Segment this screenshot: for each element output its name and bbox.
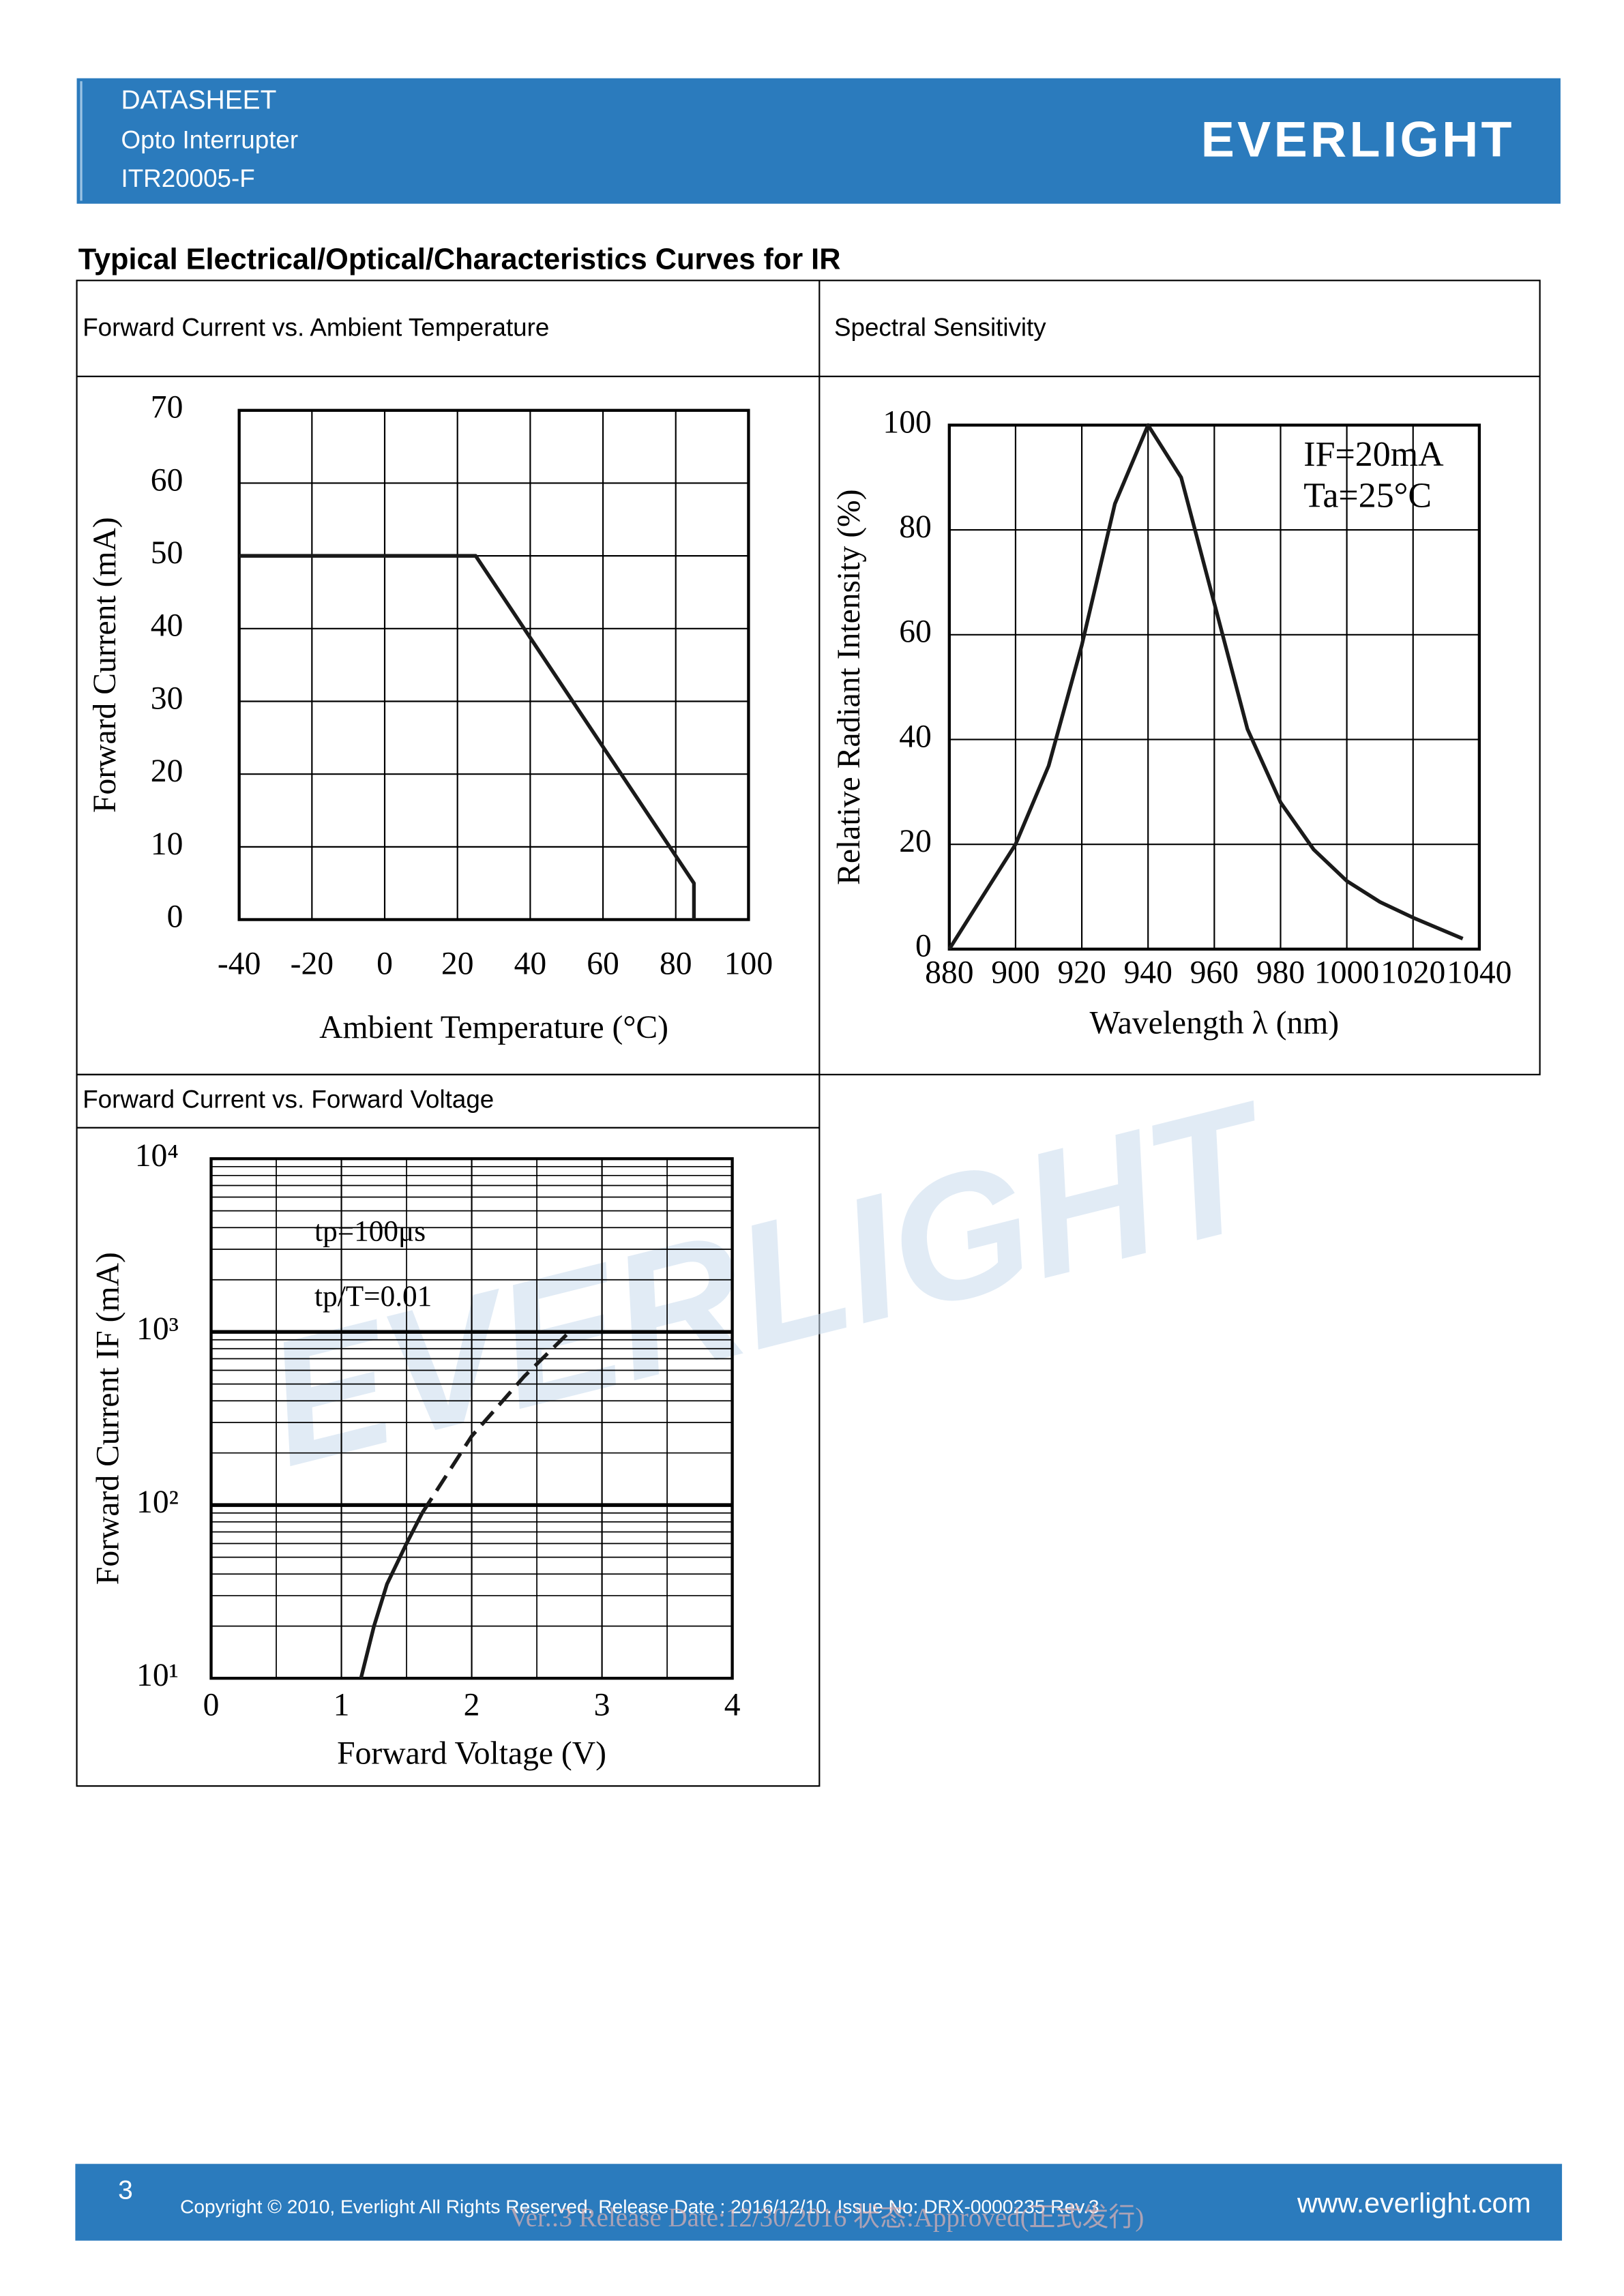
y-axis-label: Relative Radiant Intensity (%) — [831, 489, 867, 884]
x-axis-label: Forward Voltage (V) — [337, 1736, 606, 1772]
header-bar — [76, 78, 1561, 204]
x-tick-label: 0 — [203, 1687, 220, 1723]
y-tick-label: 40 — [151, 608, 183, 644]
x-tick-label: 3 — [594, 1687, 610, 1723]
x-tick-label: 80 — [660, 946, 692, 982]
x-tick-label: 1020 — [1381, 955, 1445, 991]
table-grid — [76, 280, 1541, 1787]
x-tick-label: 100 — [724, 946, 773, 982]
release-stamp: Ver.:3 Release Date:12/30/2016 状态:Approv… — [510, 2203, 1144, 2232]
y-axis-label: Forward Current (mA) — [87, 517, 123, 813]
x-tick-label: 880 — [925, 955, 973, 991]
plot-frame — [947, 423, 1481, 951]
x-tick-label: 1040 — [1447, 955, 1511, 991]
annotation: Ta=25°C — [1303, 477, 1432, 516]
y-tick-label: 10 — [151, 826, 183, 862]
x-tick-label: 20 — [441, 946, 474, 982]
data-line — [420, 1330, 571, 1515]
y-axis-label: Forward Current IF (mA) — [90, 1252, 126, 1585]
annotation: tp=100μs — [314, 1215, 426, 1248]
x-tick-label: 960 — [1190, 955, 1239, 991]
y-tick-label: 40 — [899, 719, 932, 754]
header-subtitle: Opto Interrupter — [121, 126, 298, 154]
y-tick-label: 60 — [899, 614, 932, 650]
y-tick-label: 30 — [151, 681, 183, 716]
annotation: tp/T=0.01 — [314, 1280, 432, 1313]
x-tick-label: 60 — [587, 946, 619, 982]
x-tick-label: 2 — [464, 1687, 480, 1723]
y-tick-label: 60 — [151, 462, 183, 498]
x-tick-label: -40 — [218, 946, 261, 982]
header-part: ITR20005-F — [121, 164, 254, 192]
section-title: Typical Electrical/Optical/Characteristi… — [78, 243, 841, 276]
annotation: IF=20mA — [1303, 435, 1444, 474]
plot-frame — [209, 1157, 734, 1680]
y-tick-label: 0 — [167, 899, 183, 934]
y-tick-label: 70 — [151, 390, 183, 426]
x-tick-label: 980 — [1256, 955, 1305, 991]
x-tick-label: 900 — [991, 955, 1039, 991]
url: www.everlight.com — [1297, 2188, 1531, 2219]
y-tick-label: 20 — [151, 754, 183, 789]
chart-caption: Forward Current vs. Ambient Temperature — [83, 313, 549, 341]
header-title: DATASHEET — [121, 86, 276, 115]
x-tick-label: 1 — [334, 1687, 350, 1723]
x-axis-label: Ambient Temperature (°C) — [319, 1010, 668, 1045]
chart-caption: Spectral Sensitivity — [834, 313, 1046, 341]
x-axis-label: Wavelength λ (nm) — [1090, 1005, 1340, 1041]
data-line — [947, 423, 1464, 951]
data-line — [239, 554, 696, 920]
data-line — [359, 1512, 424, 1679]
copyright: Copyright © 2010, Everlight All Rights R… — [180, 2196, 1099, 2218]
footer-bar — [75, 2164, 1563, 2241]
y-tick-label: 50 — [151, 535, 183, 571]
logo: EVERLIGHT — [1201, 110, 1515, 167]
x-tick-label: 1000 — [1314, 955, 1379, 991]
page-number: 3 — [118, 2176, 133, 2205]
x-tick-label: -20 — [291, 946, 334, 982]
y-tick-label: 10¹ — [136, 1658, 179, 1693]
y-tick-label: 20 — [899, 824, 932, 859]
x-tick-label: 4 — [724, 1687, 741, 1723]
x-tick-label: 920 — [1057, 955, 1106, 991]
y-tick-label: 10³ — [136, 1311, 179, 1347]
plot-frame — [237, 408, 750, 921]
x-tick-label: 0 — [377, 946, 393, 982]
chart-caption: Forward Current vs. Forward Voltage — [83, 1085, 494, 1113]
y-tick-label: 0 — [915, 929, 932, 964]
y-tick-label: 80 — [899, 509, 932, 545]
y-tick-label: 10² — [136, 1485, 179, 1520]
y-tick-label: 100 — [883, 404, 931, 440]
y-tick-label: 10⁴ — [135, 1138, 179, 1174]
x-tick-label: 940 — [1123, 955, 1172, 991]
x-tick-label: 40 — [514, 946, 547, 982]
